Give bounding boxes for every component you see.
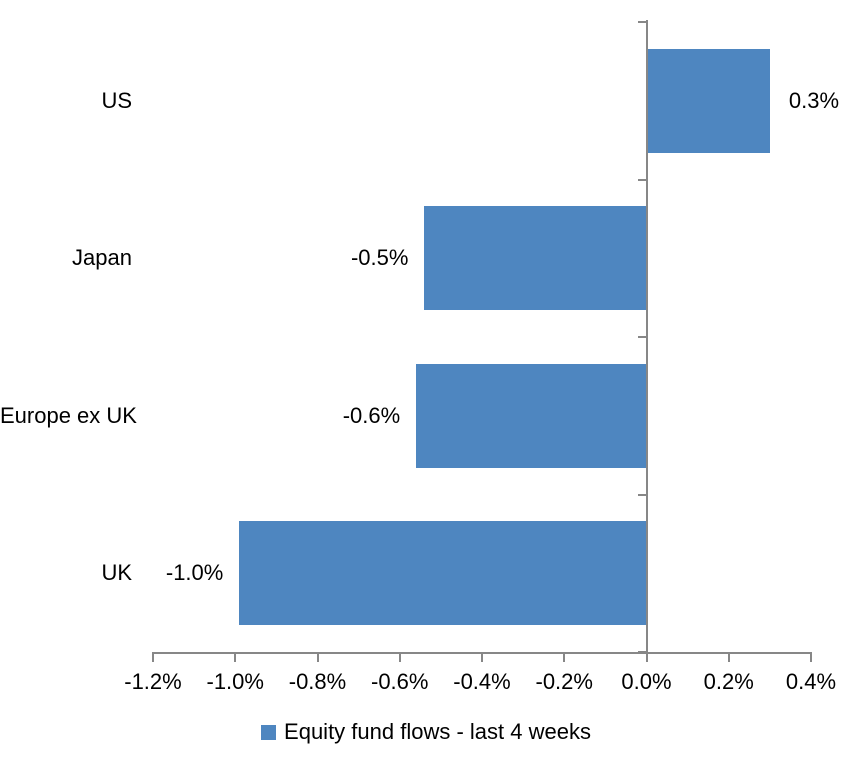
value-label: 0.3% xyxy=(788,87,840,113)
chart-bar-japan xyxy=(424,206,647,311)
y-axis-line xyxy=(645,20,648,654)
x-tick-label: 0.4% xyxy=(785,669,837,694)
category-label: Japan xyxy=(72,245,132,271)
y-tick xyxy=(637,493,646,496)
x-tick-label: -0.8% xyxy=(288,669,347,694)
category-label: US xyxy=(101,87,132,113)
x-tick xyxy=(152,652,154,662)
x-tick xyxy=(316,652,319,662)
x-tick xyxy=(563,652,566,662)
category-label: UK xyxy=(101,560,132,586)
x-tick-label: -1.0% xyxy=(206,669,264,694)
chart-bar-us xyxy=(646,48,770,153)
x-tick xyxy=(234,652,237,662)
x-tick-label: -0.4% xyxy=(453,669,511,694)
x-tick-label: -0.6% xyxy=(371,669,429,694)
value-label: -1.0% xyxy=(165,560,224,586)
value-label: -0.5% xyxy=(350,245,409,271)
category-label: Europe ex UK xyxy=(0,402,137,428)
x-tick-label: 0.2% xyxy=(703,669,754,694)
y-tick xyxy=(637,178,646,181)
legend: Equity fund flows - last 4 weeks xyxy=(0,721,852,743)
x-tick xyxy=(481,652,483,662)
x-tick xyxy=(398,652,401,662)
y-tick xyxy=(637,651,646,653)
legend-marker-icon xyxy=(261,724,277,740)
value-label: -0.6% xyxy=(342,402,401,428)
x-tick xyxy=(727,652,730,662)
x-tick xyxy=(810,652,812,662)
x-tick-label: -0.2% xyxy=(535,669,593,694)
y-tick xyxy=(637,21,646,23)
y-tick xyxy=(637,336,646,338)
x-tick-label: -1.2% xyxy=(124,669,182,694)
legend-label: Equity fund flows - last 4 weeks xyxy=(284,719,591,744)
chart-bar-europe-ex-uk xyxy=(416,363,647,468)
chart-bar-uk xyxy=(239,521,647,626)
x-tick xyxy=(645,652,648,662)
x-tick-label: 0.0% xyxy=(621,669,672,694)
